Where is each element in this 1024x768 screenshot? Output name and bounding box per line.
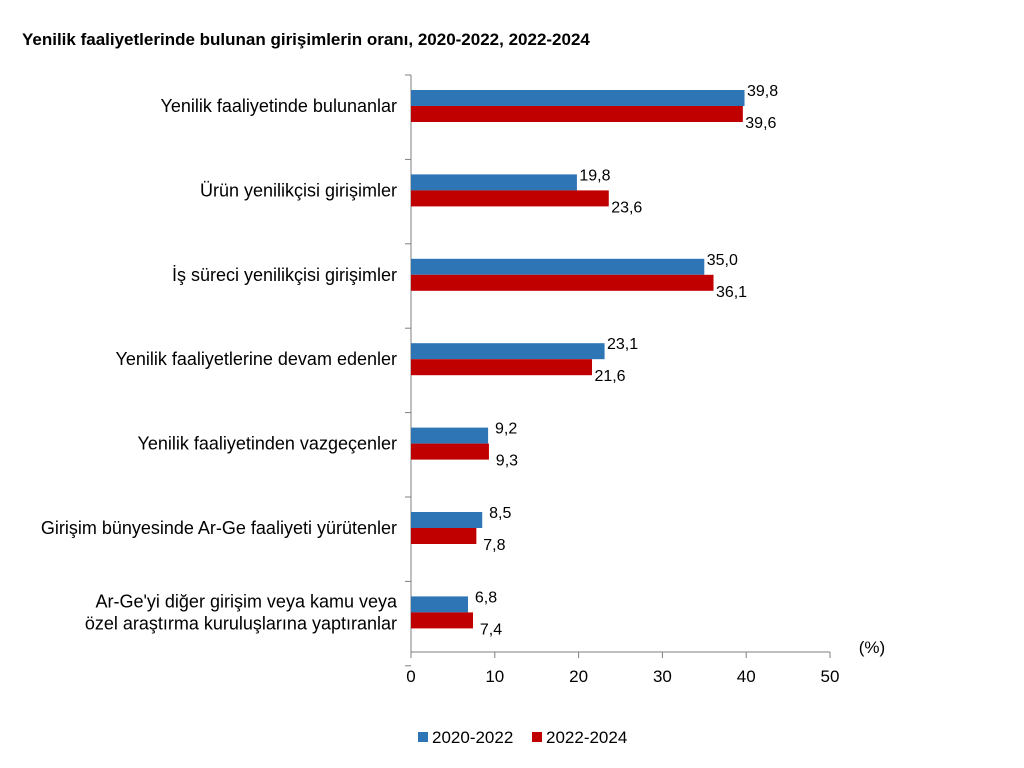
- data-label: 23,6: [611, 199, 642, 216]
- bar-2022-2024-2: [411, 274, 714, 291]
- data-label: 35,0: [707, 252, 738, 269]
- data-label: 19,8: [579, 167, 610, 184]
- category-label: Girişim bünyesinde Ar-Ge faaliyeti yürüt…: [41, 518, 397, 538]
- bar-2020-2022-3: [411, 343, 605, 360]
- bar-2022-2024-3: [411, 359, 593, 376]
- x-tick-label: 50: [821, 667, 840, 686]
- bar-2020-2022-6: [411, 596, 468, 613]
- bar-2020-2022-5: [411, 512, 483, 528]
- chart-title: Yenilik faaliyetlerinde bulunan girişiml…: [22, 30, 590, 49]
- data-label: 23,1: [607, 336, 638, 353]
- data-label: 9,3: [496, 453, 518, 470]
- x-tick-label: 30: [653, 667, 672, 686]
- bar-2020-2022-4: [411, 427, 489, 444]
- bar-2020-2022-1: [411, 174, 577, 191]
- category-label: Yenilik faaliyetinden vazgeçenler: [137, 434, 397, 454]
- data-label: 36,1: [716, 284, 747, 301]
- category-label: Ürün yenilikçisi girişimler: [200, 180, 397, 200]
- data-label: 21,6: [594, 368, 625, 385]
- category-label: özel araştırma kuruluşlarına yaptıranlar: [85, 613, 397, 633]
- axis-unit-label: (%): [859, 638, 885, 657]
- data-label: 39,8: [747, 83, 778, 100]
- data-label: 6,8: [475, 589, 497, 606]
- legend-swatch-2020-2022: [418, 732, 428, 742]
- bar-2022-2024-4: [411, 443, 489, 460]
- category-label: Yenilik faaliyetlerine devam edenler: [115, 349, 397, 369]
- x-tick-label: 10: [485, 667, 504, 686]
- bar-2022-2024-0: [411, 106, 743, 122]
- bar-2022-2024-1: [411, 190, 609, 207]
- data-label: 39,6: [745, 115, 776, 132]
- legend-label: 2022-2024: [546, 728, 627, 747]
- data-label: 7,4: [480, 621, 502, 638]
- data-label: 9,2: [495, 421, 517, 438]
- x-tick-label: 0: [406, 667, 415, 686]
- bar-2022-2024-6: [411, 612, 474, 629]
- data-label: 7,8: [483, 537, 505, 554]
- plot-area: 0 10 20 30 40 50 (%) 39,8 39,6 Yenilik faaliyetin…: [41, 74, 885, 747]
- category-label: Yenilik faaliyetinde bulunanlar: [160, 96, 397, 116]
- bar-2020-2022-0: [411, 90, 745, 106]
- bar-2022-2024-5: [411, 528, 477, 544]
- data-label: 8,5: [489, 505, 511, 522]
- category-label: İş süreci yenilikçisi girişimler: [172, 265, 397, 285]
- legend-swatch-2022-2024: [532, 732, 542, 742]
- x-tick-label: 20: [569, 667, 588, 686]
- x-tick-label: 40: [737, 667, 756, 686]
- legend-label: 2020-2022: [432, 728, 513, 747]
- category-label: Ar-Ge'yi diğer girişim veya kamu veya: [95, 591, 398, 611]
- bar-2020-2022-2: [411, 258, 705, 275]
